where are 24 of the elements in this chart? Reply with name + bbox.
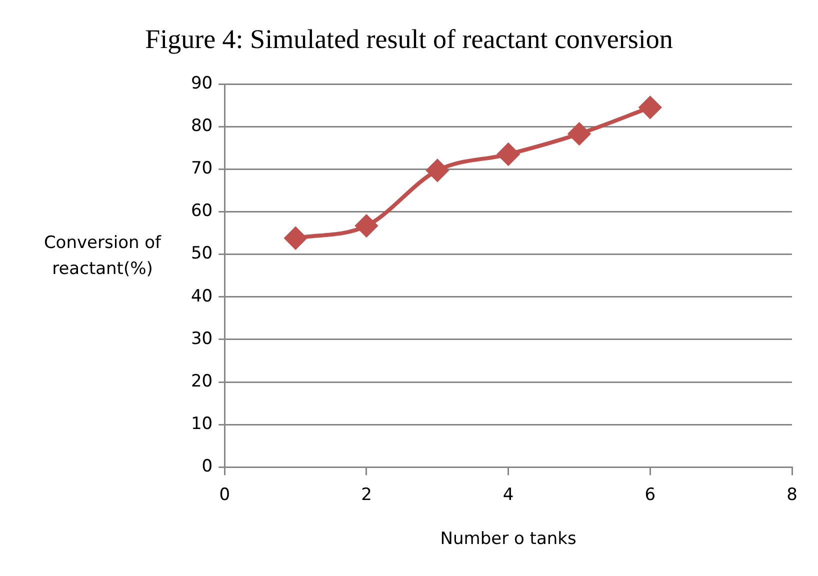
chart-title: Figure 4: Simulated result of reactant conversion [144, 24, 674, 55]
x-tick-label: 4 [502, 484, 514, 505]
y-tick-label: 80 [190, 116, 213, 136]
x-axis-title: Number o tanks [440, 529, 576, 550]
y-tick-label: 70 [190, 158, 213, 179]
x-tick-label: 0 [219, 484, 230, 505]
y-tick-label: 20 [190, 371, 213, 392]
x-tick-label: 6 [644, 484, 656, 505]
y-tick-label: 50 [190, 244, 213, 264]
y-tick-label: 0 [202, 456, 213, 477]
point [497, 143, 520, 166]
x-tick-label: 8 [786, 484, 798, 505]
y-tick-label: 90 [190, 73, 213, 94]
y-tick-label: 60 [190, 201, 213, 222]
x-tick-label: 2 [361, 484, 372, 505]
y-tick-label: 40 [190, 286, 213, 306]
y-tick-label: 30 [190, 328, 213, 349]
point [568, 122, 590, 145]
point [639, 96, 662, 118]
point [284, 227, 307, 250]
point [426, 159, 448, 182]
y-axis-title: Conversion of reactant(%) [42, 232, 162, 281]
y-tick-label: 10 [190, 414, 213, 434]
point [355, 214, 378, 237]
